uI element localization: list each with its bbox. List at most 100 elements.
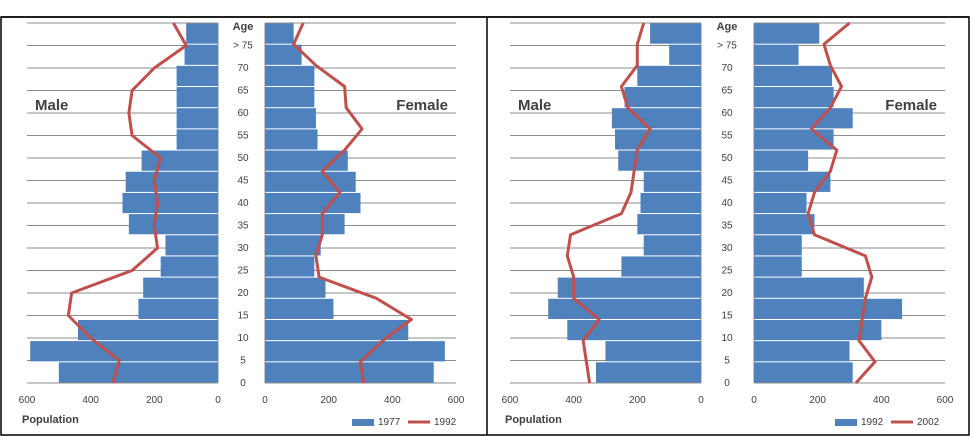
population-axis-title: Population <box>505 414 562 426</box>
age-tick-label: 50 <box>237 153 249 164</box>
female-label: Female <box>396 97 448 114</box>
bar-female <box>265 256 315 277</box>
x-tick-label-male: 400 <box>82 395 99 406</box>
age-tick-label: 10 <box>721 333 733 344</box>
bar-female <box>754 87 834 108</box>
bar-male <box>621 256 701 277</box>
age-tick-label: 70 <box>237 63 249 74</box>
x-tick-label-male: 0 <box>215 395 221 406</box>
age-tick-label: 35 <box>721 221 733 232</box>
bar-female <box>754 277 864 298</box>
x-tick-label-male: 400 <box>565 395 582 406</box>
age-tick-label: 20 <box>237 288 249 299</box>
bar-male <box>176 65 218 87</box>
bar-female <box>754 235 802 256</box>
x-tick-label-female: 200 <box>809 395 826 406</box>
age-tick-label: 55 <box>237 131 249 142</box>
bar-female <box>754 171 831 192</box>
age-tick-label: 20 <box>721 288 733 299</box>
age-tick-label: 5 <box>724 356 730 367</box>
bar-female <box>754 150 809 171</box>
age-tick-label: 25 <box>721 266 733 277</box>
age-tick-label: 65 <box>721 86 733 97</box>
bar-male <box>618 150 701 171</box>
bar-male <box>567 319 701 341</box>
bar-female <box>265 319 409 341</box>
bar-male <box>176 129 218 150</box>
age-tick-label: 30 <box>721 243 733 254</box>
bar-male <box>165 235 218 256</box>
age-tick-label: 0 <box>724 378 730 389</box>
bar-female <box>754 214 815 235</box>
male-label: Male <box>35 97 68 114</box>
bar-male <box>643 235 701 256</box>
bar-female <box>754 44 799 65</box>
x-tick-label-female: 600 <box>448 395 465 406</box>
legend-swatch-bars <box>352 419 374 426</box>
bar-male <box>186 23 218 44</box>
x-tick-label-female: 0 <box>751 395 757 406</box>
bar-male <box>176 108 218 129</box>
legend-label-line: 2002 <box>917 417 940 428</box>
age-axis-title: Age <box>717 21 738 33</box>
bar-male <box>624 87 701 108</box>
bar-male <box>160 256 218 277</box>
age-tick-label: 40 <box>721 198 733 209</box>
bar-female <box>265 44 302 65</box>
line-series-male <box>66 22 188 384</box>
bar-male <box>611 108 701 129</box>
bar-female <box>754 256 802 277</box>
age-tick-label: 70 <box>721 63 733 74</box>
x-tick-label-male: 200 <box>629 395 646 406</box>
age-tick-label: 40 <box>237 198 249 209</box>
bar-female <box>265 341 445 362</box>
x-tick-label-female: 0 <box>262 395 268 406</box>
age-tick-label: 30 <box>237 243 249 254</box>
bar-female <box>265 214 345 235</box>
bar-male <box>125 171 218 192</box>
bar-male <box>637 214 701 235</box>
age-tick-label: 5 <box>240 356 246 367</box>
bar-male <box>184 44 218 65</box>
bar-male <box>595 362 701 383</box>
x-tick-label-female: 400 <box>384 395 401 406</box>
population-axis-title: Population <box>22 414 79 426</box>
legend-label-bars: 1992 <box>861 417 884 428</box>
bar-male <box>650 23 701 44</box>
pyramid-panel-left: 0 5 10 15 20 25 30 35 40 45 50 55 60 65 70 > 75 Age 600 40… <box>19 21 465 428</box>
bar-male <box>143 277 218 298</box>
bar-female <box>265 298 334 319</box>
bar-female <box>754 192 807 214</box>
age-tick-label: 35 <box>237 221 249 232</box>
bar-male <box>557 277 701 298</box>
x-tick-label-female: 400 <box>873 395 890 406</box>
bar-female <box>754 298 903 319</box>
bar-male <box>605 341 701 362</box>
x-tick-label-male: 600 <box>19 395 36 406</box>
line-series-female <box>292 22 413 384</box>
bar-male <box>643 171 701 192</box>
bar-female <box>754 129 834 150</box>
bar-male <box>77 319 218 341</box>
bar-female <box>265 129 318 150</box>
bar-female <box>265 65 315 87</box>
age-tick-label: 60 <box>237 108 249 119</box>
age-tick-label: 55 <box>721 131 733 142</box>
legend-label-line: 1992 <box>434 417 457 428</box>
legend-label-bars: 1977 <box>378 417 401 428</box>
legend-swatch-bars <box>835 419 857 426</box>
bar-male <box>669 44 701 65</box>
bar-female <box>265 87 315 108</box>
age-tick-label: 60 <box>721 108 733 119</box>
age-tick-label: 15 <box>237 311 249 322</box>
bar-female <box>754 362 853 383</box>
bar-male <box>615 129 701 150</box>
pyramid-panel-right: 0 5 10 15 20 25 30 35 40 45 50 55 60 65 70 > 75 Age 600 40… <box>502 21 954 428</box>
bar-female <box>754 319 882 341</box>
line-series-female <box>806 21 877 385</box>
bar-female <box>265 23 294 44</box>
male-label: Male <box>518 97 551 114</box>
bar-male <box>176 87 218 108</box>
bar-female <box>754 65 832 87</box>
